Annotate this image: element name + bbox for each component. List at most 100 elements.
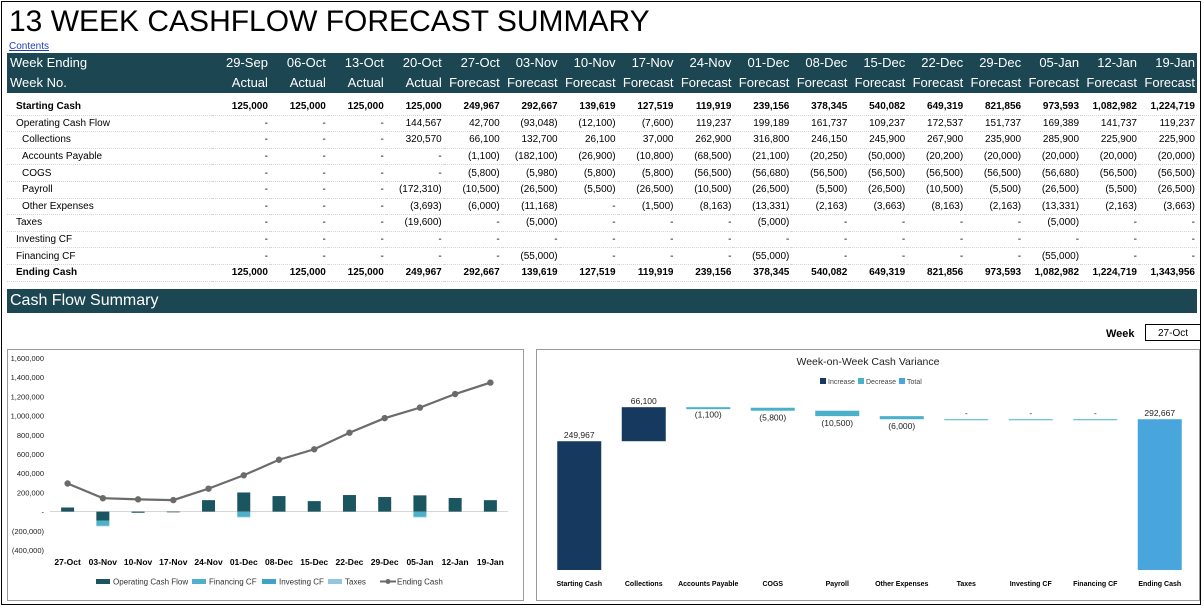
table-cell: (21,100) bbox=[733, 148, 792, 166]
ending-cash-point bbox=[134, 496, 142, 503]
table-cell: 37,000 bbox=[617, 131, 676, 149]
table-cell: (182,100) bbox=[501, 148, 560, 166]
table-cell: (20,000) bbox=[1081, 148, 1139, 166]
table-cell: 249,967 bbox=[443, 99, 502, 116]
legend-swatch bbox=[328, 579, 342, 584]
header-label: Week No. bbox=[7, 73, 212, 93]
table-cell: - bbox=[965, 247, 1024, 265]
table-cell: 821,856 bbox=[965, 99, 1024, 116]
ending-cash-point bbox=[240, 472, 247, 479]
table-cell: 125,000 bbox=[212, 99, 270, 116]
header-week-type: Forecast bbox=[907, 73, 966, 93]
y-tick-label: 200,000 bbox=[17, 488, 44, 497]
waterfall-bar bbox=[686, 407, 731, 410]
ending-cash-point bbox=[487, 379, 494, 386]
table-cell: (2,163) bbox=[791, 198, 850, 216]
table-cell: 973,593 bbox=[1023, 99, 1082, 116]
header-week-type: Forecast bbox=[559, 73, 618, 93]
bar-taxes bbox=[237, 516, 251, 518]
table-cell: (20,200) bbox=[907, 148, 966, 166]
legend-swatch bbox=[858, 378, 864, 384]
table-cell: (5,000) bbox=[1023, 214, 1082, 232]
table-cell: - bbox=[269, 214, 328, 232]
table-cell: - bbox=[559, 214, 618, 232]
header-week-type: Forecast bbox=[791, 73, 850, 93]
table-cell: (3,663) bbox=[1139, 198, 1197, 216]
ending-cash-point bbox=[416, 404, 424, 411]
table-cell: 245,900 bbox=[849, 131, 908, 149]
row-label: Accounts Payable bbox=[7, 148, 212, 166]
table-cell: (26,500) bbox=[617, 181, 676, 199]
table-cell: - bbox=[327, 198, 386, 216]
table-cell: - bbox=[443, 247, 502, 265]
bar-operating-cash-flow bbox=[61, 507, 75, 512]
row-label: Other Expenses bbox=[7, 198, 212, 216]
table-cell: - bbox=[791, 231, 850, 249]
table-cell: - bbox=[212, 231, 270, 249]
table-cell: (26,500) bbox=[1139, 181, 1197, 199]
table-cell: - bbox=[849, 247, 908, 265]
table-row: Payroll - - - (172,310) (10,500) (26,500) (5,50… bbox=[7, 181, 1197, 199]
cashflow-combo-chart: (400,000) (200,000) - 200,000 400,000 600,000… bbox=[7, 349, 524, 601]
waterfall-bar bbox=[557, 441, 602, 570]
y-tick-label: 400,000 bbox=[17, 469, 44, 478]
legend-label: Decrease bbox=[866, 379, 896, 386]
table-cell: - bbox=[1081, 247, 1139, 265]
table-cell: 127,519 bbox=[559, 264, 618, 282]
table-cell: - bbox=[791, 214, 850, 232]
table-cell: (6,000) bbox=[443, 198, 502, 216]
header-week-type: Actual bbox=[269, 73, 328, 93]
table-cell: (26,500) bbox=[501, 181, 560, 199]
legend-label: Ending Cash bbox=[397, 578, 443, 587]
row-label: Collections bbox=[7, 131, 212, 149]
header-week-type: Forecast bbox=[1081, 73, 1139, 93]
bar-operating-cash-flow bbox=[448, 497, 462, 512]
table-cell: (5,500) bbox=[791, 181, 850, 199]
table-cell: - bbox=[849, 214, 908, 232]
week-selector-input[interactable]: 27-Oct bbox=[1145, 324, 1200, 341]
table-cell: (19,600) bbox=[385, 214, 444, 232]
header-week-date: 15-Dec bbox=[849, 53, 908, 73]
table-cell: (3,693) bbox=[385, 198, 444, 216]
header-week-date: 17-Nov bbox=[617, 53, 676, 73]
table-cell: - bbox=[617, 214, 676, 232]
table-cell: - bbox=[791, 247, 850, 265]
table-cell: 125,000 bbox=[385, 99, 444, 116]
header-week-type: Forecast bbox=[1023, 73, 1082, 93]
table-row: Other Expenses - - - (3,693) (6,000) (11,168) -… bbox=[7, 198, 1197, 216]
y-tick-label: (400,000) bbox=[12, 546, 45, 555]
table-cell: (26,500) bbox=[1023, 181, 1082, 199]
header-week-date: 03-Nov bbox=[501, 53, 560, 73]
legend-label: Total bbox=[907, 379, 922, 386]
table-cell: (5,800) bbox=[559, 164, 618, 182]
bar-operating-cash-flow bbox=[307, 501, 321, 512]
table-row: Investing CF - - - - - - - - - - - - - - - - - bbox=[7, 231, 1197, 249]
bar-taxes bbox=[413, 516, 427, 518]
bar-operating-cash-flow bbox=[202, 500, 216, 512]
table-cell: 132,700 bbox=[501, 131, 560, 149]
header-week-type: Forecast bbox=[443, 73, 502, 93]
table-row: Collections - - -320,570 66,100 132,700 26,100… bbox=[7, 131, 1197, 149]
table-cell: - bbox=[907, 247, 966, 265]
legend-swatch bbox=[385, 579, 391, 584]
bar-operating-cash-flow bbox=[166, 511, 180, 513]
table-cell: (10,500) bbox=[675, 181, 734, 199]
table-cell: 378,345 bbox=[791, 99, 850, 116]
x-tick-label: Payroll bbox=[826, 581, 849, 588]
bar-operating-cash-flow bbox=[413, 495, 427, 512]
row-label: Ending Cash bbox=[7, 264, 212, 282]
table-cell: - bbox=[385, 247, 444, 265]
table-cell: - bbox=[327, 148, 386, 166]
table-row: Operating Cash Flow - - -144,567 42,700 (93,0… bbox=[7, 115, 1197, 133]
x-tick-label: 19-Jan bbox=[477, 557, 504, 567]
table-cell: - bbox=[269, 247, 328, 265]
table-cell: - bbox=[675, 214, 734, 232]
table-cell: (8,163) bbox=[907, 198, 966, 216]
data-label: - bbox=[1094, 408, 1097, 418]
table-cell: (26,500) bbox=[733, 181, 792, 199]
contents-link[interactable]: Contents bbox=[9, 41, 50, 52]
table-cell: 125,000 bbox=[327, 99, 386, 116]
table-cell: - bbox=[617, 247, 676, 265]
table-cell: 144,567 bbox=[385, 115, 444, 133]
